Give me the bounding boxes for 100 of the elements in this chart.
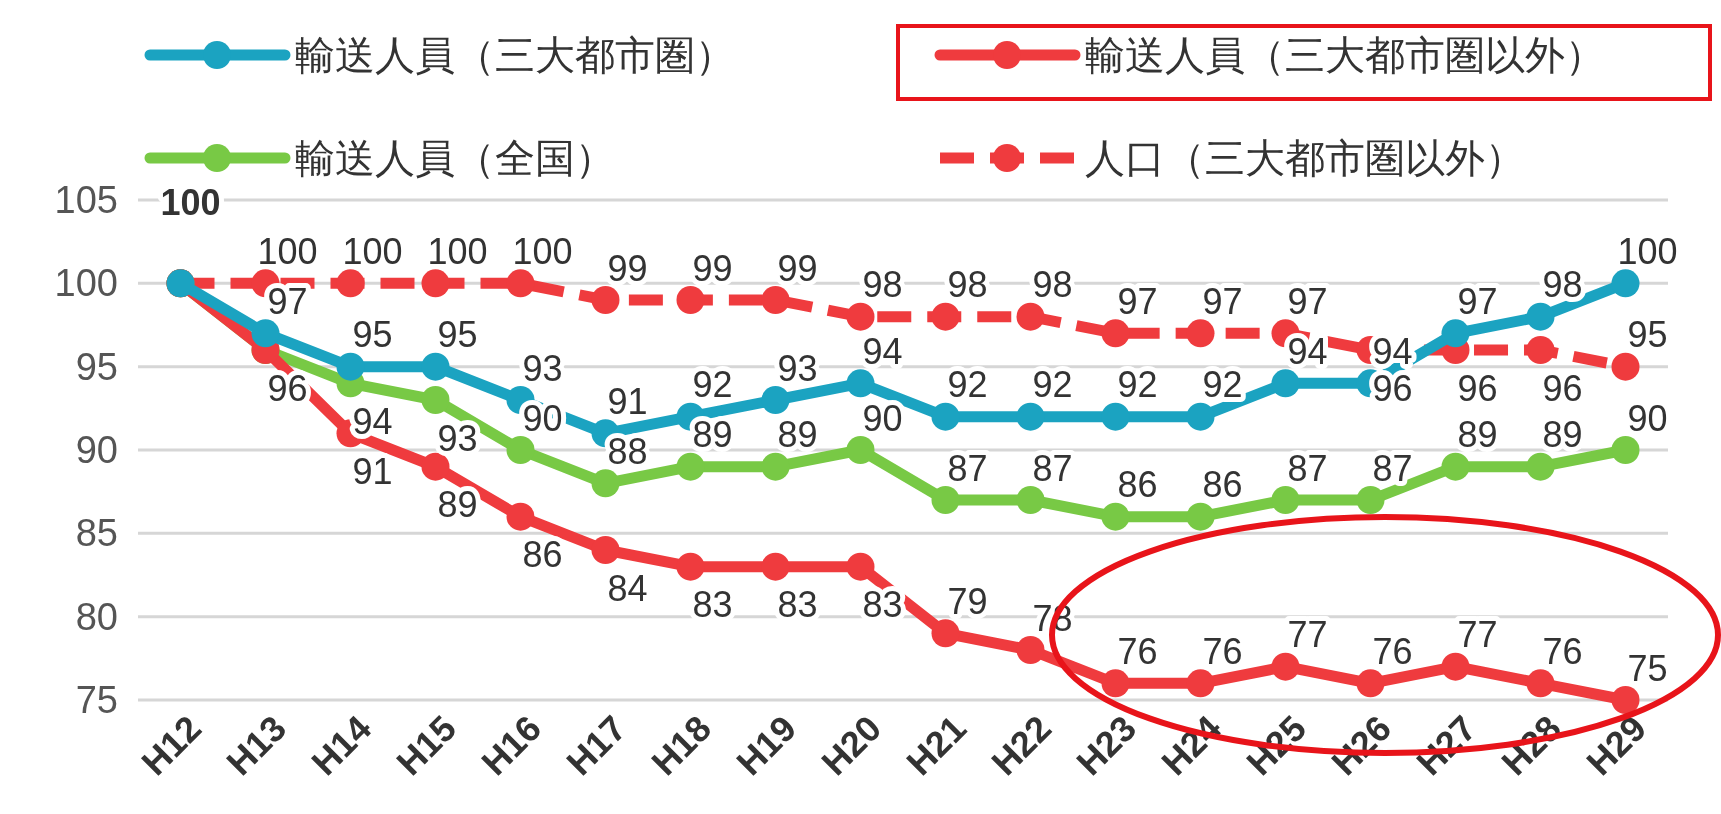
point bbox=[761, 452, 790, 481]
point bbox=[1441, 452, 1470, 481]
point bbox=[846, 302, 875, 331]
point bbox=[676, 552, 705, 581]
point bbox=[1016, 486, 1045, 514]
data-label: 89 bbox=[692, 414, 733, 456]
point bbox=[1186, 669, 1215, 698]
data-label: 98 bbox=[862, 264, 903, 306]
data-label: 89 bbox=[437, 484, 478, 526]
y-tick-label: 80 bbox=[75, 595, 118, 638]
x-tick-label: H20 bbox=[813, 707, 889, 784]
point bbox=[1356, 486, 1385, 514]
data-label: 94 bbox=[352, 400, 393, 442]
point bbox=[931, 402, 960, 431]
point bbox=[931, 302, 960, 331]
point bbox=[1526, 452, 1555, 481]
data-label: 93 bbox=[777, 347, 818, 389]
data-label: 100 bbox=[427, 230, 488, 272]
point bbox=[1271, 369, 1300, 398]
point bbox=[1186, 319, 1215, 348]
data-label: 97 bbox=[267, 280, 308, 322]
data-label: 89 bbox=[1542, 414, 1583, 456]
point bbox=[591, 536, 620, 564]
data-label: 83 bbox=[692, 584, 733, 626]
y-tick-label: 85 bbox=[75, 512, 118, 555]
point bbox=[421, 352, 450, 381]
data-label: 100 bbox=[257, 230, 318, 272]
point bbox=[931, 486, 960, 514]
point bbox=[1101, 502, 1130, 531]
data-label: 93 bbox=[437, 417, 478, 459]
data-label: 76 bbox=[1372, 630, 1413, 672]
point bbox=[1101, 669, 1130, 698]
point bbox=[1101, 319, 1130, 348]
x-tick-label: H15 bbox=[388, 707, 464, 784]
data-label: 94 bbox=[862, 330, 903, 372]
point bbox=[1611, 686, 1640, 714]
point bbox=[1186, 402, 1215, 431]
data-label: 91 bbox=[607, 380, 648, 422]
point bbox=[1611, 436, 1640, 464]
data-label: 97 bbox=[1117, 280, 1158, 322]
data-label: 92 bbox=[1202, 364, 1243, 406]
data-label: 89 bbox=[777, 414, 818, 456]
x-tick-label: H18 bbox=[643, 707, 719, 784]
point bbox=[506, 269, 535, 298]
data-label: 75 bbox=[1627, 647, 1668, 689]
x-tick-label: H19 bbox=[728, 707, 804, 784]
x-tick-label: H23 bbox=[1068, 707, 1144, 784]
x-tick-label: H16 bbox=[473, 707, 549, 784]
x-tick-label: H21 bbox=[898, 707, 974, 784]
point bbox=[1611, 269, 1640, 298]
point bbox=[336, 352, 365, 381]
point bbox=[1016, 402, 1045, 431]
data-label: 87 bbox=[947, 447, 988, 489]
data-label: 96 bbox=[1542, 367, 1583, 409]
data-label: 86 bbox=[522, 534, 563, 576]
data-label: 99 bbox=[777, 247, 818, 289]
x-tick-label: H14 bbox=[303, 707, 379, 784]
point bbox=[761, 286, 790, 314]
data-label: 95 bbox=[1627, 314, 1668, 356]
point bbox=[1526, 302, 1555, 331]
x-tick-label: H29 bbox=[1578, 707, 1654, 784]
point bbox=[761, 552, 790, 581]
point bbox=[1101, 402, 1130, 431]
data-label: 87 bbox=[1032, 447, 1073, 489]
data-label: 76 bbox=[1202, 630, 1243, 672]
point bbox=[1441, 652, 1470, 681]
data-label: 88 bbox=[607, 430, 648, 472]
legend-label: 輸送人員（三大都市圏） bbox=[295, 33, 735, 77]
point bbox=[336, 269, 365, 298]
data-label: 77 bbox=[1457, 614, 1498, 656]
point bbox=[846, 436, 875, 464]
point bbox=[1271, 486, 1300, 514]
legend-label: 人口（三大都市圏以外） bbox=[1085, 136, 1525, 180]
x-tick-label: H22 bbox=[983, 707, 1059, 784]
y-tick-label: 75 bbox=[75, 679, 118, 721]
point bbox=[591, 286, 620, 314]
point bbox=[846, 369, 875, 398]
data-label: 86 bbox=[1117, 464, 1158, 506]
point bbox=[421, 452, 450, 481]
point bbox=[1271, 652, 1300, 681]
y-tick-label: 100 bbox=[54, 262, 118, 305]
point bbox=[676, 452, 705, 481]
data-label: 98 bbox=[1542, 264, 1583, 306]
data-label: 94 bbox=[1287, 330, 1328, 372]
data-label: 99 bbox=[692, 247, 733, 289]
data-label: 95 bbox=[437, 314, 478, 356]
point bbox=[1016, 302, 1045, 331]
data-label: 92 bbox=[1117, 364, 1158, 406]
data-label: 97 bbox=[1202, 280, 1243, 322]
data-label: 84 bbox=[607, 567, 648, 609]
data-label: 93 bbox=[522, 347, 563, 389]
data-label: 100 bbox=[512, 230, 573, 272]
point bbox=[1611, 352, 1640, 381]
point bbox=[421, 386, 450, 414]
point bbox=[676, 286, 705, 314]
data-label: 83 bbox=[777, 584, 818, 626]
y-tick-label: 95 bbox=[75, 345, 118, 388]
point bbox=[421, 269, 450, 298]
data-label: 98 bbox=[947, 264, 988, 306]
point bbox=[591, 469, 620, 498]
